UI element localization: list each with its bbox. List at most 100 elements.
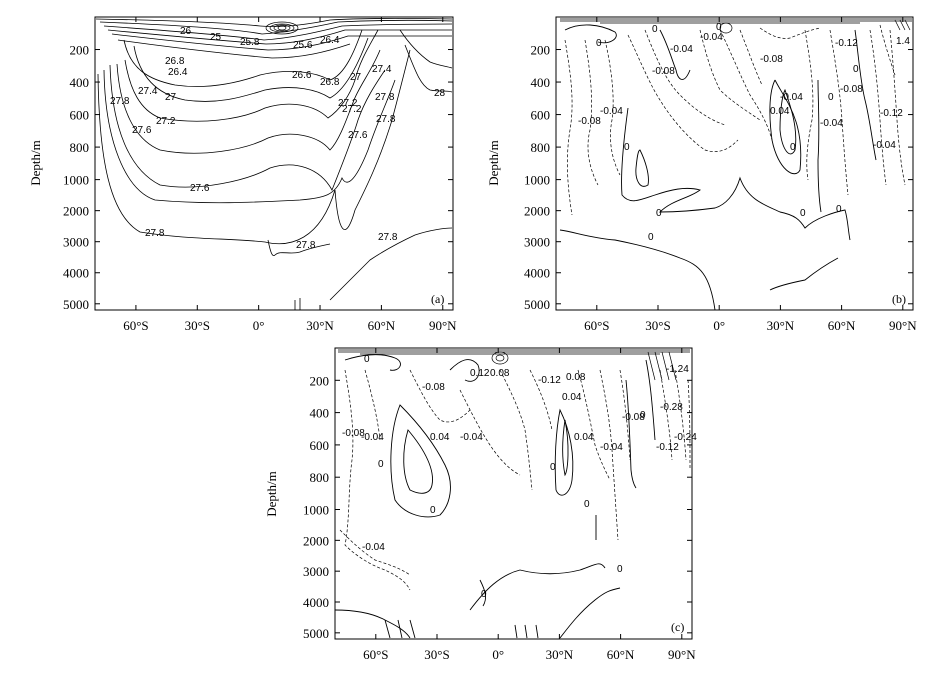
contour-line: [329, 227, 453, 301]
contour-label: 25: [210, 32, 222, 43]
panel-c-label: (c): [671, 620, 684, 634]
y-tick-label: 600: [531, 108, 551, 123]
contour-line: [604, 39, 621, 176]
contour-label: 26: [180, 26, 192, 37]
contour-line: [647, 351, 677, 381]
contour-line: [339, 529, 411, 576]
panel-a-dense-cluster: [265, 21, 299, 35]
contour-label: -0.04: [780, 92, 803, 103]
contour-label: 0: [652, 24, 658, 35]
contour-line: [269, 23, 295, 33]
contour-line: [403, 429, 433, 494]
contour-line: [499, 369, 533, 491]
x-tick-label: 90°N: [429, 318, 457, 333]
contour-label: -0.04: [361, 432, 384, 443]
panel-a-ticks: [95, 17, 453, 310]
panel-a-frame: [94, 16, 454, 311]
contour-label: 0: [800, 208, 806, 219]
contour-label: 0: [364, 354, 370, 365]
y-tick-label: 4000: [524, 266, 550, 281]
contour-label: 0: [430, 505, 436, 516]
contour-line: [449, 359, 480, 382]
contour-line: [719, 29, 773, 141]
contour-label: 27.8: [378, 232, 398, 243]
contour-line: [116, 49, 381, 154]
contour-label: -0.08: [622, 412, 645, 423]
x-tick-label: 60°N: [368, 318, 396, 333]
panel-c-tick-labels: 60°S 30°S 0° 30°N 60°N 90°N 200 400 600 800 1000 20…: [303, 373, 696, 662]
contour-line: [267, 239, 331, 257]
y-tick-label: 600: [70, 108, 90, 123]
contour-line: [644, 29, 726, 126]
contour-line: [344, 354, 401, 371]
panel-a-tick-labels: 60°S 30°S 0° 30°N 60°N 90°N 200 400 600 800 1000 20…: [63, 43, 457, 333]
contour-label: -0.08: [342, 428, 365, 439]
contour-label: 0: [853, 64, 859, 75]
y-tick-label: 4000: [303, 595, 329, 610]
panel-b: 60°S 30°S 0° 30°N 60°N 90°N 200 400 600 800 1000 20…: [486, 16, 917, 333]
panel-b-label: (b): [892, 292, 906, 306]
contour-line: [273, 24, 291, 32]
contour-label: 27.8: [145, 228, 165, 239]
contour-label: 27.8: [375, 92, 395, 103]
contour-line: [338, 349, 690, 355]
contour-label: -0.28: [660, 402, 683, 413]
contour-line: [625, 379, 637, 489]
contour-label: 27: [165, 92, 177, 103]
y-tick-label: 1000: [303, 503, 329, 518]
contour-line: [879, 24, 896, 76]
contour-label: 27.8: [376, 114, 396, 125]
panel-c-solid-contours: [334, 354, 656, 639]
y-tick-label: 400: [310, 406, 330, 421]
contour-label: -0.12: [538, 375, 561, 386]
contour-label: -0.08: [578, 116, 601, 127]
panel-c-dashed-contours: [339, 369, 691, 591]
contour-label: 0: [656, 208, 662, 219]
contour-line: [390, 404, 451, 518]
contour-line: [469, 563, 606, 611]
contour-line: [621, 107, 851, 241]
contour-line: [409, 369, 471, 423]
contour-line: [659, 29, 691, 80]
x-tick-label: 0°: [492, 647, 504, 662]
contour-label: 27.6: [348, 130, 368, 141]
panel-b-contour-labels: 0 0 -0.04 -0.08 -0.04 -0.08 0 0 0 -0.12 …: [578, 22, 910, 243]
contour-label: 26.4: [320, 35, 340, 46]
x-tick-label: 60°S: [584, 318, 609, 333]
y-tick-label: 3000: [524, 235, 550, 250]
contour-line: [599, 369, 619, 541]
panel-c-ticks: [335, 348, 692, 639]
panel-c-ylabel: Depth/m: [264, 471, 279, 517]
x-tick-label: 30°N: [546, 647, 574, 662]
panel-b-dense-cluster: [560, 18, 912, 34]
contour-label: -0.04: [600, 106, 623, 117]
contour-label: -0.08: [840, 84, 863, 95]
contour-label: 0: [550, 462, 556, 473]
contour-line: [111, 33, 452, 51]
contour-label: -0.04: [700, 32, 723, 43]
contour-label: 27.4: [372, 64, 392, 75]
contour-label: -0.12: [656, 442, 679, 453]
contour-line: [759, 27, 821, 39]
contour-label: 28: [434, 88, 446, 99]
contour-line: [817, 79, 822, 213]
contour-line: [889, 29, 906, 186]
contour-label: 0: [584, 499, 590, 510]
contour-line: [659, 369, 673, 461]
contour-line: [560, 18, 912, 24]
contour-line: [95, 17, 453, 27]
y-tick-label: 800: [70, 140, 90, 155]
panel-b-tick-labels: 60°S 30°S 0° 30°N 60°N 90°N 200 400 600 800 1000 20…: [524, 43, 917, 333]
contour-label: 0: [617, 564, 623, 575]
contour-label: -0.12: [835, 38, 858, 49]
contour-line: [635, 149, 649, 187]
contour-line: [619, 369, 631, 461]
contour-line: [869, 29, 887, 186]
contour-line: [364, 369, 381, 441]
panel-a-contours: [95, 17, 453, 310]
contour-label: 0: [790, 142, 796, 153]
contour-label: 26.8: [320, 77, 340, 88]
contour-line: [133, 37, 369, 102]
contour-label: 25.8: [240, 37, 260, 48]
y-tick-label: 3000: [303, 564, 329, 579]
